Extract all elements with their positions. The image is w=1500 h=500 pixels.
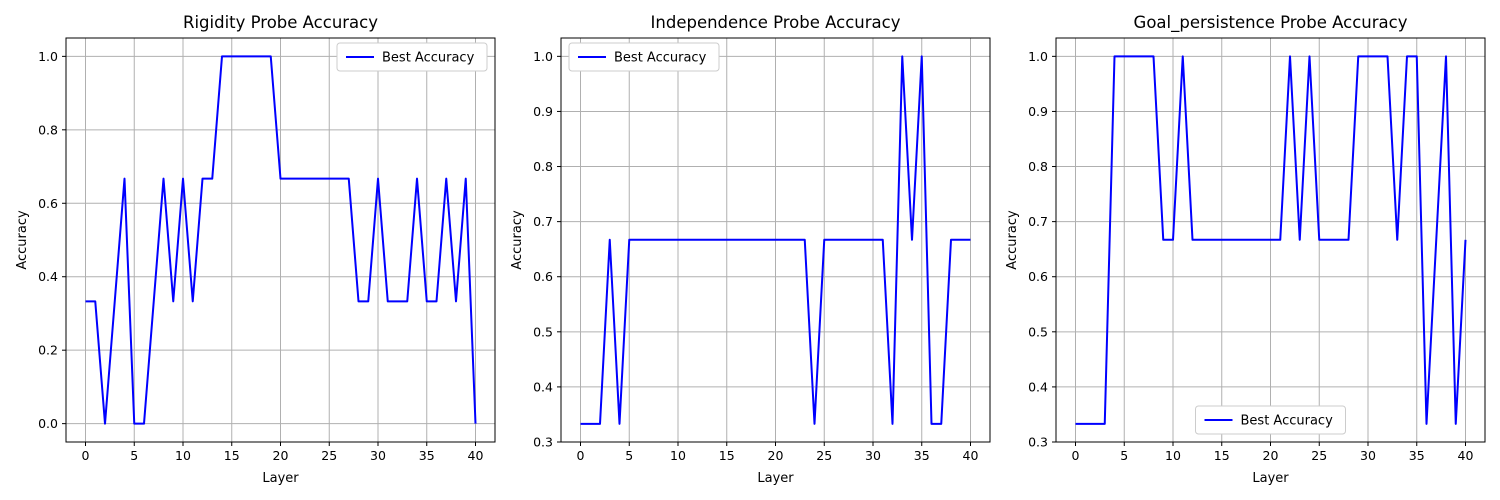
x-axis-label: Layer bbox=[1252, 471, 1289, 486]
y-tick-label: 0.9 bbox=[1028, 104, 1048, 119]
chart-title: Goal_persistence Probe Accuracy bbox=[1134, 13, 1408, 33]
series-line-best-accuracy bbox=[580, 55, 971, 425]
y-axis-label: Accuracy bbox=[510, 210, 525, 270]
y-tick-label: 0.8 bbox=[38, 122, 58, 137]
y-tick-label: 0.5 bbox=[533, 324, 553, 339]
x-tick-label: 30 bbox=[1360, 448, 1376, 463]
y-tick-label: 0.3 bbox=[533, 435, 553, 450]
legend: Best Accuracy bbox=[336, 42, 488, 72]
y-tick-label: 0.8 bbox=[1028, 159, 1048, 174]
y-tick-label: 0.5 bbox=[1028, 324, 1048, 339]
y-tick-label: 0.4 bbox=[533, 379, 553, 394]
x-tick-label: 5 bbox=[1120, 448, 1128, 463]
legend-label: Best Accuracy bbox=[1241, 414, 1334, 429]
x-tick-label: 15 bbox=[224, 448, 240, 463]
chart-panel-1: 0 5 10 15 20 25 30 35 40 0.0 0.2 0.4 0.6 0.8 1.0 Rigidi… bbox=[15, 13, 496, 486]
x-tick-label: 20 bbox=[768, 448, 784, 463]
y-tick-label: 1.0 bbox=[1028, 49, 1048, 64]
y-tick-label: 0.4 bbox=[1028, 379, 1048, 394]
y-tick-label: 0.6 bbox=[533, 269, 553, 284]
y-tick-label: 0.0 bbox=[38, 416, 58, 431]
x-tick-label: 10 bbox=[670, 448, 686, 463]
x-tick-label: 40 bbox=[468, 448, 484, 463]
y-tick-label: 0.3 bbox=[1028, 435, 1048, 450]
chart-title: Rigidity Probe Accuracy bbox=[183, 13, 378, 32]
legend-box bbox=[336, 42, 488, 72]
series-line-best-accuracy bbox=[1075, 55, 1467, 425]
legend: Best Accuracy bbox=[1195, 405, 1346, 435]
y-tick-label: 0.6 bbox=[38, 196, 58, 211]
x-axis-label: Layer bbox=[262, 471, 299, 486]
x-tick-label: 30 bbox=[370, 448, 386, 463]
y-tick-label: 1.0 bbox=[38, 49, 58, 64]
legend: Best Accuracy bbox=[568, 42, 720, 72]
x-tick-label: 35 bbox=[1409, 448, 1425, 463]
x-tick-label: 40 bbox=[1458, 448, 1474, 463]
y-tick-label: 0.7 bbox=[533, 214, 553, 229]
x-tick-label: 40 bbox=[963, 448, 979, 463]
x-axis-label: Layer bbox=[757, 471, 794, 486]
x-tick-label: 5 bbox=[130, 448, 138, 463]
x-tick-label: 10 bbox=[1165, 448, 1181, 463]
y-tick-label: 0.7 bbox=[1028, 214, 1048, 229]
x-tick-label: 15 bbox=[1214, 448, 1230, 463]
x-tick-label: 25 bbox=[1311, 448, 1327, 463]
x-tick-label: 20 bbox=[273, 448, 289, 463]
y-axis-label: Accuracy bbox=[15, 210, 30, 270]
x-tick-label: 25 bbox=[321, 448, 337, 463]
x-tick-label: 0 bbox=[577, 448, 585, 463]
x-tick-label: 30 bbox=[865, 448, 881, 463]
y-tick-label: 0.9 bbox=[533, 104, 553, 119]
legend-label: Best Accuracy bbox=[382, 51, 475, 66]
x-tick-label: 35 bbox=[419, 448, 435, 463]
y-tick-label: 0.4 bbox=[38, 269, 58, 284]
y-tick-label: 1.0 bbox=[533, 49, 553, 64]
chart-panel-2: 0 5 10 15 20 25 30 35 40 0.3 0.4 0.5 0.6 0.7 0.8 0.9 1.0… bbox=[510, 13, 991, 486]
legend-box bbox=[568, 42, 720, 72]
y-tick-label: 0.6 bbox=[1028, 269, 1048, 284]
chart-title: Independence Probe Accuracy bbox=[651, 13, 901, 32]
y-axis-label: Accuracy bbox=[1005, 210, 1020, 270]
legend-box bbox=[1195, 405, 1346, 435]
y-tick-label: 0.8 bbox=[533, 159, 553, 174]
x-tick-label: 25 bbox=[816, 448, 832, 463]
x-tick-label: 0 bbox=[1072, 448, 1080, 463]
series-line-best-accuracy bbox=[85, 55, 477, 425]
x-tick-label: 0 bbox=[82, 448, 90, 463]
x-tick-label: 5 bbox=[625, 448, 633, 463]
x-tick-label: 35 bbox=[914, 448, 930, 463]
x-tick-label: 10 bbox=[175, 448, 191, 463]
y-tick-label: 0.2 bbox=[38, 343, 58, 358]
chart-panel-3: 0 5 10 15 20 25 30 35 40 0.3 0.4 0.5 0.6 0.7 0.8 0.9 1.0… bbox=[1005, 13, 1486, 486]
legend-label: Best Accuracy bbox=[614, 51, 707, 66]
x-tick-label: 20 bbox=[1263, 448, 1279, 463]
x-tick-label: 15 bbox=[719, 448, 735, 463]
